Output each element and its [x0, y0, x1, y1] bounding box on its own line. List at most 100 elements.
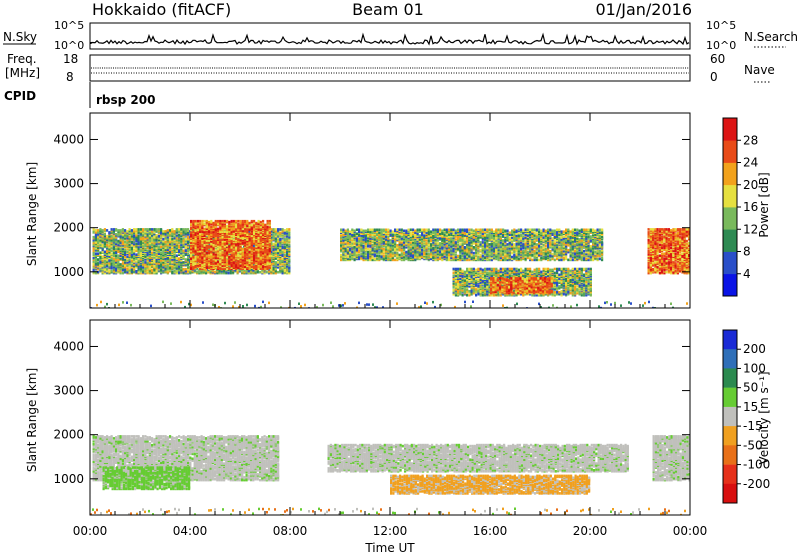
heatmap-cell — [346, 244, 349, 247]
heatmap-cell — [180, 228, 183, 231]
heatmap-cell — [205, 262, 208, 266]
heatmap-cell — [250, 239, 253, 242]
heatmap-cell — [223, 251, 226, 255]
heatmap-cell — [380, 245, 383, 248]
heatmap-cell — [340, 253, 343, 257]
heatmap-cell — [362, 229, 365, 233]
heatmap-cell — [369, 241, 372, 244]
heatmap-cell — [248, 245, 251, 248]
heatmap-cell — [262, 253, 265, 257]
heatmap-cell — [192, 263, 195, 267]
heatmap-cell — [239, 267, 242, 270]
heatmap-cell — [286, 245, 289, 249]
heatmap-cell — [117, 243, 120, 247]
heatmap-cell — [376, 236, 379, 239]
heatmap-cell — [394, 246, 397, 250]
heatmap-cell — [171, 265, 174, 268]
heatmap-cell — [169, 229, 172, 232]
heatmap-cell — [237, 244, 240, 247]
heatmap-cell — [201, 224, 204, 228]
heatmap-cell — [117, 254, 120, 257]
heatmap-cell — [246, 256, 249, 260]
heatmap-cell — [226, 267, 229, 270]
heatmap-cell — [244, 241, 247, 244]
heatmap-cell — [221, 222, 224, 226]
heatmap-cell — [119, 247, 122, 251]
heatmap-cell — [164, 230, 167, 233]
heatmap-cell — [286, 267, 289, 270]
heatmap-cell — [351, 233, 354, 236]
heatmap-cell — [380, 231, 383, 234]
heatmap-cell — [110, 238, 113, 242]
heatmap-cell — [250, 271, 253, 275]
heatmap-cell — [203, 227, 206, 231]
heatmap-cell — [391, 233, 394, 236]
heatmap-cell — [243, 270, 246, 274]
heatmap-cell — [358, 228, 361, 232]
heatmap-cell — [281, 267, 284, 271]
heatmap-cell — [103, 250, 106, 254]
heatmap-cell — [353, 255, 356, 259]
heatmap-cell — [135, 269, 138, 273]
heatmap-cell — [382, 254, 385, 258]
heatmap-cell — [194, 242, 197, 245]
heatmap-cell — [99, 267, 102, 271]
heatmap-cell — [139, 269, 142, 273]
heatmap-cell — [391, 244, 394, 247]
heatmap-cell — [364, 238, 367, 241]
heatmap-cell — [164, 242, 167, 246]
heatmap-cell — [103, 233, 106, 236]
heatmap-cell — [362, 258, 365, 262]
heatmap-cell — [155, 269, 158, 273]
heatmap-cell — [226, 259, 229, 263]
heatmap-cell — [110, 228, 113, 231]
heatmap-cell — [155, 237, 158, 241]
heatmap-cell — [208, 229, 211, 233]
heatmap-cell — [255, 261, 258, 265]
heatmap-cell — [121, 271, 124, 275]
heatmap-cell — [355, 232, 358, 235]
heatmap-cell — [191, 228, 194, 231]
heatmap-cell — [248, 237, 251, 240]
heatmap-cell — [119, 271, 122, 275]
heatmap-cell — [226, 232, 229, 236]
heatmap-cell — [205, 219, 208, 223]
heatmap-cell — [223, 259, 226, 263]
heatmap-cell — [360, 246, 363, 250]
heatmap-cell — [112, 269, 115, 273]
heatmap-cell — [169, 266, 172, 269]
heatmap-cell — [112, 228, 115, 231]
heatmap-cell — [171, 250, 174, 254]
heatmap-cell — [208, 223, 211, 227]
heatmap-cell — [99, 264, 102, 267]
nsky-tick-top: 10^5 — [54, 19, 84, 32]
heatmap-cell — [288, 271, 291, 275]
heatmap-cell — [133, 252, 136, 255]
heatmap-cell — [101, 229, 104, 232]
cpid-value: rbsp 200 — [96, 93, 155, 107]
heatmap-cell — [94, 260, 97, 263]
heatmap-cell — [169, 240, 172, 244]
heatmap-cell — [230, 232, 233, 236]
heatmap-cell — [175, 271, 178, 275]
heatmap-cell — [277, 248, 280, 252]
heatmap-cell — [245, 270, 248, 274]
heatmap-cell — [157, 228, 160, 231]
heatmap-cell — [259, 267, 262, 270]
heatmap-cell — [178, 248, 181, 252]
heatmap-cell — [373, 247, 376, 251]
heatmap-cell — [103, 228, 106, 231]
heatmap-cell — [106, 229, 109, 232]
heatmap-cell — [178, 268, 181, 272]
heatmap-cell — [351, 242, 354, 245]
heatmap-cell — [342, 245, 345, 248]
heatmap-cell — [196, 228, 199, 232]
heatmap-cell — [128, 270, 131, 274]
heatmap-cell — [268, 253, 271, 257]
heatmap-cell — [241, 253, 244, 257]
heatmap-cell — [344, 255, 347, 259]
heatmap-cell — [254, 269, 257, 273]
heatmap-cell — [148, 234, 151, 237]
heatmap-cell — [228, 261, 231, 265]
heatmap-cell — [288, 235, 291, 239]
